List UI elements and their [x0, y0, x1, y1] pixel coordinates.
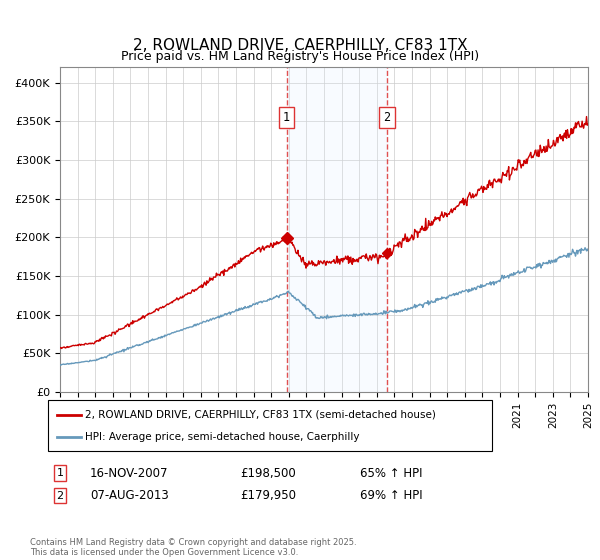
Text: 2: 2 — [56, 491, 64, 501]
Text: £179,950: £179,950 — [240, 489, 296, 502]
Text: 07-AUG-2013: 07-AUG-2013 — [90, 489, 169, 502]
Bar — [287, 67, 387, 392]
Text: 2: 2 — [383, 111, 391, 124]
Text: 2, ROWLAND DRIVE, CAERPHILLY, CF83 1TX: 2, ROWLAND DRIVE, CAERPHILLY, CF83 1TX — [133, 38, 467, 53]
Text: HPI: Average price, semi-detached house, Caerphilly: HPI: Average price, semi-detached house,… — [85, 432, 360, 442]
Text: 1: 1 — [56, 468, 64, 478]
Text: 16-NOV-2007: 16-NOV-2007 — [90, 466, 169, 480]
Text: 2, ROWLAND DRIVE, CAERPHILLY, CF83 1TX (semi-detached house): 2, ROWLAND DRIVE, CAERPHILLY, CF83 1TX (… — [85, 409, 436, 419]
Text: Contains HM Land Registry data © Crown copyright and database right 2025.
This d: Contains HM Land Registry data © Crown c… — [30, 538, 356, 557]
Text: 65% ↑ HPI: 65% ↑ HPI — [360, 466, 422, 480]
Text: 69% ↑ HPI: 69% ↑ HPI — [360, 489, 422, 502]
Text: 1: 1 — [283, 111, 290, 124]
Text: Price paid vs. HM Land Registry's House Price Index (HPI): Price paid vs. HM Land Registry's House … — [121, 50, 479, 63]
Text: £198,500: £198,500 — [240, 466, 296, 480]
